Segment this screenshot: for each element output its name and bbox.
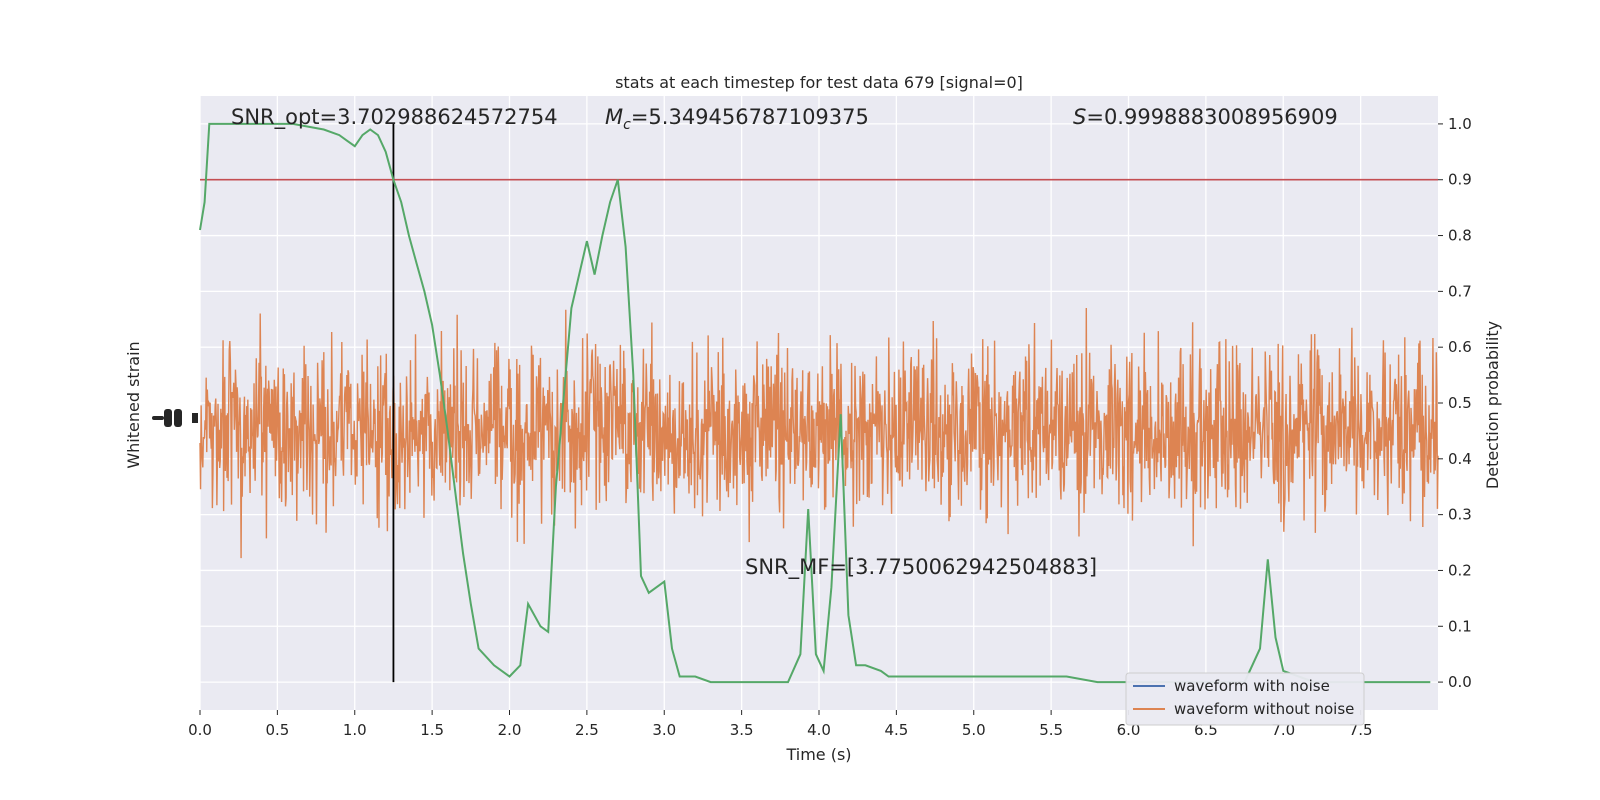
snr-opt-annotation: SNR_opt=3.702988624572754 [231,105,558,130]
noise-path [199,307,1439,559]
legend: waveform with noise waveform without noi… [1125,672,1365,726]
y-tick-label-8: 0.8 [1448,227,1472,245]
right-y-axis: 0.0 0.1 0.2 0.3 0.4 0.5 0.6 0.7 0.8 0.9 1.0 [1438,115,1472,691]
y-tick-label-0: 0.0 [1448,673,1472,691]
y-tick-label-1: 0.1 [1448,617,1472,635]
y-tick-label-10: 1.0 [1448,115,1472,133]
y-tick-label-9: 0.9 [1448,171,1472,189]
x-tick-label-8: 4.0 [807,721,831,739]
x-tick-label-4: 2.0 [498,721,522,739]
x-axis-label: Time (s) [785,745,851,764]
x-tick-label-2: 1.0 [343,721,367,739]
left-axis-ticks [152,409,198,427]
x-tick-label-1: 0.5 [265,721,289,739]
x-tick-label-0: 0.0 [188,721,212,739]
x-tick-label-3: 1.5 [420,721,444,739]
y-tick-label-4: 0.4 [1448,450,1472,468]
x-tick-label-7: 3.5 [730,721,754,739]
right-y-axis-label: Detection probability [1483,321,1502,489]
x-tick-label-5: 2.5 [575,721,599,739]
legend-label-without-noise: waveform without noise [1174,700,1354,718]
snr-mf-annotation: SNR_MF=[3.7750062942504883] [745,555,1097,580]
x-tick-label-10: 5.0 [962,721,986,739]
y-tick-label-7: 0.7 [1448,282,1472,300]
x-tick-label-11: 5.5 [1039,721,1063,739]
chart-title: stats at each timestep for test data 679… [615,73,1023,92]
y-tick-label-6: 0.6 [1448,338,1472,356]
probability-path [199,122,1431,684]
legend-label-with-noise: waveform with noise [1174,677,1330,695]
x-tick-label-9: 4.5 [884,721,908,739]
noise-trace [199,307,1439,559]
chirp-mass-annotation: Mc=5.349456787109375 [605,105,869,133]
s-annotation: S=0.9998883008956909 [1073,105,1338,129]
probability-line [199,122,1431,684]
y-tick-label-5: 0.5 [1448,394,1472,412]
x-tick-label-6: 3.0 [652,721,676,739]
y-tick-label-3: 0.3 [1448,506,1472,524]
y-tick-label-2: 0.2 [1448,561,1472,579]
legend-box [1125,672,1365,726]
left-y-axis-label: Whitened strain [124,341,143,468]
